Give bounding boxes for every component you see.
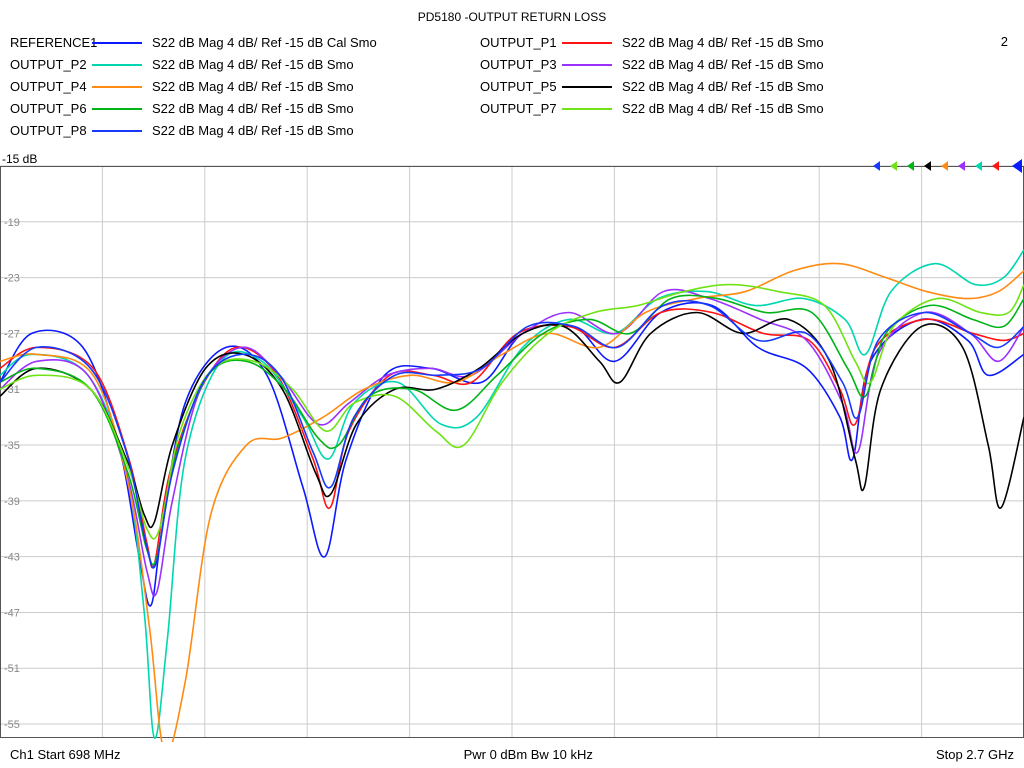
legend-name: OUTPUT_P6 [10,100,92,118]
legend-name: OUTPUT_P7 [480,100,562,118]
footer-center: Pwr 0 dBm Bw 10 kHz [464,747,593,762]
legend-item: OUTPUT_P3 S22 dB Mag 4 dB/ Ref -15 dB Smo [480,56,910,74]
svg-text:-51: -51 [4,663,20,675]
marker-triangle [975,161,982,171]
reference-label: -15 dB [2,152,37,166]
legend-item: OUTPUT_P8 S22 dB Mag 4 dB/ Ref -15 dB Smo [10,122,440,140]
svg-text:-43: -43 [4,552,20,564]
plot-area: -15 dB -19-23-27-31-35-39-43-47-51-55 [0,152,1024,742]
legend-name: OUTPUT_P5 [480,78,562,96]
marker-triangle [958,161,965,171]
legend-desc: S22 dB Mag 4 dB/ Ref -15 dB Smo [622,78,824,96]
legend-swatch [92,42,142,44]
legend-swatch [562,108,612,110]
legend-desc: S22 dB Mag 4 dB/ Ref -15 dB Smo [622,34,824,52]
legend-swatch [562,64,612,66]
legend-name: OUTPUT_P1 [480,34,562,52]
trace-number: 2 [1001,34,1008,49]
legend-item: OUTPUT_P4 S22 dB Mag 4 dB/ Ref -15 dB Smo [10,78,440,96]
legend-item: OUTPUT_P2 S22 dB Mag 4 dB/ Ref -15 dB Smo [10,56,440,74]
legend-desc: S22 dB Mag 4 dB/ Ref -15 dB Smo [152,56,354,74]
svg-text:-35: -35 [4,440,20,452]
marker-triangle [1012,159,1022,173]
legend-swatch [92,64,142,66]
legend-swatch [562,86,612,88]
legend-name: OUTPUT_P2 [10,56,92,74]
legend-item: OUTPUT_P7 S22 dB Mag 4 dB/ Ref -15 dB Smo [480,100,910,118]
legend-swatch [92,86,142,88]
plot-svg: -19-23-27-31-35-39-43-47-51-55 [0,152,1024,742]
marker-triangle [873,161,880,171]
legend-desc: S22 dB Mag 4 dB/ Ref -15 dB Cal Smo [152,34,377,52]
legend-desc: S22 dB Mag 4 dB/ Ref -15 dB Smo [152,78,354,96]
marker-triangle [941,161,948,171]
legend: REFERENCE1 S22 dB Mag 4 dB/ Ref -15 dB Ca… [10,34,1014,144]
svg-text:-19: -19 [4,217,20,229]
legend-item: OUTPUT_P6 S22 dB Mag 4 dB/ Ref -15 dB Smo [10,100,440,118]
chart-title: PD5180 -OUTPUT RETURN LOSS [0,10,1024,24]
footer-start: Ch1 Start 698 MHz [10,747,121,762]
legend-desc: S22 dB Mag 4 dB/ Ref -15 dB Smo [152,122,354,140]
legend-swatch [562,42,612,44]
legend-desc: S22 dB Mag 4 dB/ Ref -15 dB Smo [622,100,824,118]
marker-triangle [890,161,897,171]
marker-triangle [992,161,999,171]
legend-desc: S22 dB Mag 4 dB/ Ref -15 dB Smo [622,56,824,74]
legend-swatch [92,108,142,110]
legend-swatch [92,130,142,132]
svg-text:-27: -27 [4,328,20,340]
legend-name: REFERENCE1 [10,34,92,52]
footer: Ch1 Start 698 MHz Pwr 0 dBm Bw 10 kHz St… [0,747,1024,762]
svg-text:-55: -55 [4,719,20,731]
svg-text:-23: -23 [4,273,20,285]
svg-text:-39: -39 [4,496,20,508]
marker-triangle [907,161,914,171]
legend-desc: S22 dB Mag 4 dB/ Ref -15 dB Smo [152,100,354,118]
legend-item: OUTPUT_P5 S22 dB Mag 4 dB/ Ref -15 dB Smo [480,78,910,96]
legend-item: OUTPUT_P1 S22 dB Mag 4 dB/ Ref -15 dB Smo [480,34,910,52]
legend-name: OUTPUT_P4 [10,78,92,96]
legend-name: OUTPUT_P3 [480,56,562,74]
footer-stop: Stop 2.7 GHz [936,747,1014,762]
legend-name: OUTPUT_P8 [10,122,92,140]
marker-triangle [924,161,931,171]
legend-item: REFERENCE1 S22 dB Mag 4 dB/ Ref -15 dB Ca… [10,34,440,52]
svg-text:-47: -47 [4,607,20,619]
